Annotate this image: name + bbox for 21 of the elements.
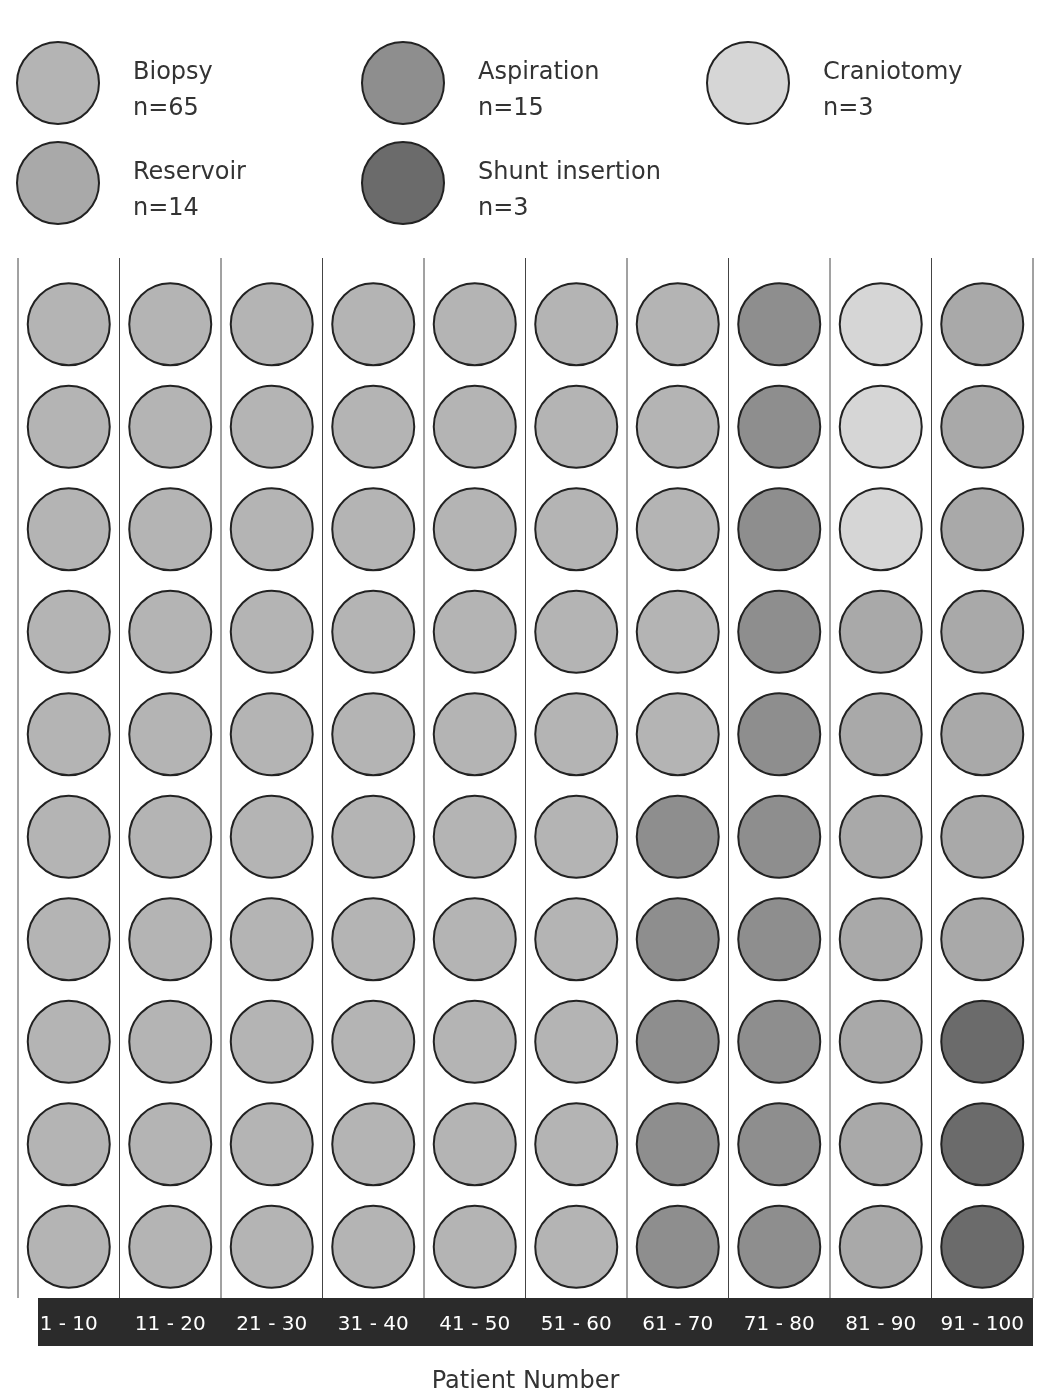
text: Patient Number (431, 1366, 620, 1392)
text: 91 - 100 (940, 1311, 1025, 1335)
category-label: Biopsy (133, 57, 213, 85)
category-label: Craniotomy (823, 57, 963, 85)
text: 41 - 50 (439, 1311, 511, 1335)
text: 71 - 80 (743, 1311, 815, 1335)
text: 11 - 20 (134, 1311, 206, 1335)
data-label: n=65 (133, 93, 199, 121)
data-label: n=15 (478, 93, 544, 121)
data-label: n=14 (133, 193, 199, 221)
category-label: Shunt insertion (478, 157, 661, 185)
text: 31 - 40 (337, 1311, 409, 1335)
text: 51 - 60 (540, 1311, 612, 1335)
text: 1 - 10 (39, 1311, 98, 1335)
text: 81 - 90 (845, 1311, 917, 1335)
data-label: n=3 (478, 193, 529, 221)
text: 21 - 30 (236, 1311, 308, 1335)
data-label: n=3 (823, 93, 874, 121)
category-label: Aspiration (478, 57, 600, 85)
category-label: Reservoir (133, 157, 247, 185)
text: 61 - 70 (642, 1311, 714, 1335)
